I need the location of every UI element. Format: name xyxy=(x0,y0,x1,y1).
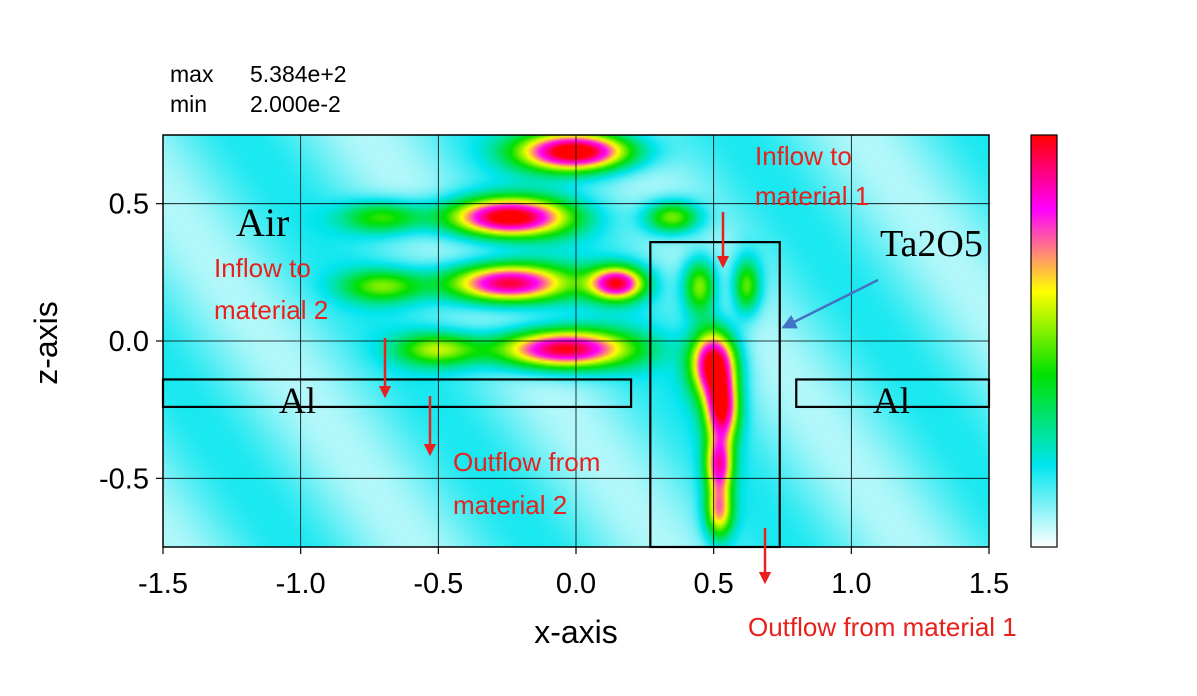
max-label: max xyxy=(170,61,214,87)
x-axis-ticks: -1.5 -1.0 -0.5 0.0 0.5 1.0 1.5 xyxy=(138,547,1009,600)
y-axis-label: z-axis xyxy=(28,301,64,385)
max-value: 5.384e+2 xyxy=(250,61,347,87)
al-left-label: Al xyxy=(279,381,316,422)
outflow-material1: Outflow from material 1 xyxy=(748,612,1017,642)
inflow-material2-line2: material 2 xyxy=(214,295,328,325)
x-tick-label: 1.0 xyxy=(831,568,871,600)
inflow-material2-line1: Inflow to xyxy=(214,253,311,283)
ta2o5-label: Ta2O5 xyxy=(880,223,983,265)
outflow-material2-line1: Outflow from xyxy=(453,447,600,477)
colorbar xyxy=(1030,134,1058,548)
y-axis-ticks: 0.5 0.0 -0.5 xyxy=(99,189,163,495)
inflow-material1-line2: material 1 xyxy=(755,181,869,211)
outflow-material2-line2: material 2 xyxy=(453,490,567,520)
x-tick-label: -0.5 xyxy=(413,568,463,600)
min-label: min xyxy=(170,91,207,117)
x-tick-label: 1.5 xyxy=(969,568,1009,600)
x-tick-label: 0.5 xyxy=(694,568,734,600)
y-tick-label: 0.5 xyxy=(109,189,149,221)
arrow-ta2o5-pointer xyxy=(781,278,879,329)
al-right-label: Al xyxy=(873,381,910,422)
air-label: Air xyxy=(236,200,289,245)
plot-area xyxy=(161,134,991,549)
y-tick-label: -0.5 xyxy=(99,463,149,495)
inflow-material1-line1: Inflow to xyxy=(755,141,852,171)
x-tick-label: -1.0 xyxy=(276,568,326,600)
x-tick-label: 0.0 xyxy=(556,568,596,600)
x-tick-label: -1.5 xyxy=(138,568,188,600)
flow-arrows xyxy=(378,212,879,585)
y-tick-label: 0.0 xyxy=(109,326,149,358)
x-axis-label: x-axis xyxy=(534,614,618,650)
min-value: 2.000e-2 xyxy=(250,91,341,117)
